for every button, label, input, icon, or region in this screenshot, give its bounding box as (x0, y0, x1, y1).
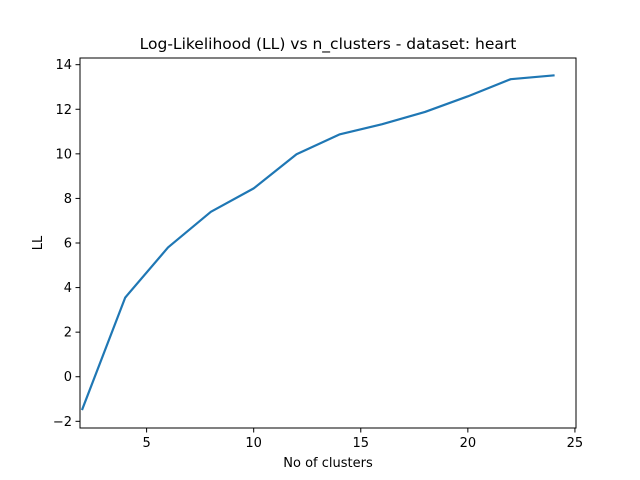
y-tick-label: −2 (53, 415, 72, 430)
y-tick-label: 14 (55, 58, 72, 73)
y-tick-label: 12 (55, 103, 72, 118)
plot-area (80, 58, 576, 428)
x-tick-label: 10 (245, 436, 262, 451)
plot-frame (79, 57, 577, 429)
x-axis-ticks: 5 10 15 20 25 (142, 428, 583, 451)
series-layer (80, 74, 555, 411)
y-tick-label: 2 (64, 326, 72, 341)
series-line-0 (80, 74, 555, 411)
y-tick-label: 6 (64, 237, 72, 252)
y-tick-label: 0 (64, 370, 72, 385)
y-tick-label: 10 (55, 147, 72, 162)
x-tick-label: 25 (567, 436, 584, 451)
chart-title: Log-Likelihood (LL) vs n_clusters - data… (140, 35, 517, 54)
y-tick-label: 4 (64, 281, 72, 296)
x-axis-label: No of clusters (283, 456, 373, 471)
x-tick-label: 15 (352, 436, 369, 451)
y-tick-label: 8 (64, 192, 72, 207)
x-tick-label: 5 (142, 436, 150, 451)
y-axis-ticks: −2 0 2 4 6 8 10 12 14 (53, 58, 80, 430)
x-tick-label: 20 (460, 436, 477, 451)
y-axis-label: LL (31, 235, 46, 250)
